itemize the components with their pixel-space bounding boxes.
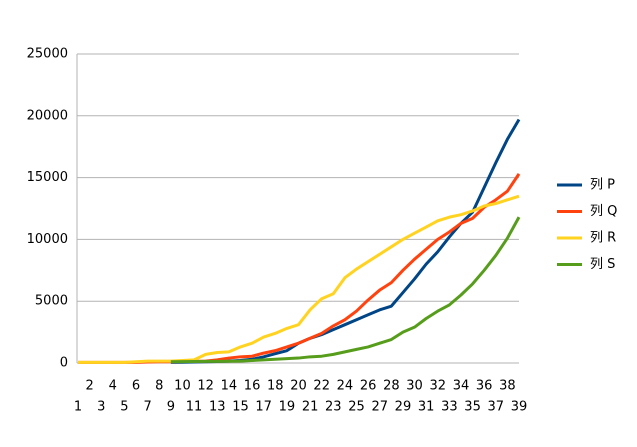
- series-line: [170, 216, 521, 364]
- x-tick-label: 24: [337, 379, 354, 394]
- x-tick-label: 16: [244, 379, 261, 394]
- x-tick-label: 11: [186, 400, 203, 415]
- x-tick-label: 3: [97, 400, 105, 415]
- x-tick-label: 13: [209, 400, 226, 415]
- x-tick-label: 23: [325, 400, 342, 415]
- x-tick-label: 39: [511, 400, 528, 415]
- x-tick-label: 22: [313, 379, 330, 394]
- series-line: [78, 173, 521, 364]
- y-tick-label: 5000: [35, 294, 68, 309]
- x-tick-label: 35: [464, 400, 481, 415]
- x-tick-label: 34: [453, 379, 470, 394]
- x-tick-label: 21: [302, 400, 319, 415]
- y-tick-label: 15000: [27, 170, 68, 185]
- x-tick-label: 9: [167, 400, 175, 415]
- y-tick-label: 25000: [27, 47, 68, 62]
- x-tick-label: 20: [290, 379, 307, 394]
- legend-label: 列 P: [590, 178, 615, 193]
- x-tick-label: 33: [441, 400, 458, 415]
- x-tick-label: 31: [418, 400, 435, 415]
- x-tick-label: 28: [383, 379, 400, 394]
- x-tick-label: 18: [267, 379, 284, 394]
- x-tick-label: 2: [85, 379, 93, 394]
- x-tick-label: 36: [476, 379, 493, 394]
- series-line: [170, 118, 521, 364]
- x-tick-label: 14: [221, 379, 238, 394]
- x-tick-label: 12: [197, 379, 214, 394]
- x-tick-label: 32: [429, 379, 446, 394]
- y-tick-label: 20000: [27, 108, 68, 123]
- x-tick-label: 25: [348, 400, 365, 415]
- x-tick-label: 15: [232, 400, 249, 415]
- x-tick-label: 26: [360, 379, 377, 394]
- x-tick-label: 8: [155, 379, 163, 394]
- x-tick-label: 5: [120, 400, 128, 415]
- x-tick-label: 7: [143, 400, 151, 415]
- series-line: [78, 194, 520, 364]
- legend-label: 列 Q: [590, 204, 617, 219]
- x-tick-label: 6: [132, 379, 140, 394]
- x-tick-label: 19: [279, 400, 296, 415]
- x-tick-label: 29: [395, 400, 412, 415]
- y-tick-label: 10000: [27, 232, 68, 247]
- x-tick-label: 10: [174, 379, 191, 394]
- x-tick-label: 37: [488, 400, 505, 415]
- y-tick-label: 0: [60, 356, 68, 371]
- x-tick-label: 30: [406, 379, 423, 394]
- x-tick-label: 17: [255, 400, 272, 415]
- legend-label: 列 R: [590, 231, 616, 246]
- x-tick-label: 27: [371, 400, 388, 415]
- legend-label: 列 S: [590, 257, 615, 272]
- x-tick-label: 4: [109, 379, 117, 394]
- x-tick-label: 1: [74, 400, 82, 415]
- x-tick-label: 38: [499, 379, 516, 394]
